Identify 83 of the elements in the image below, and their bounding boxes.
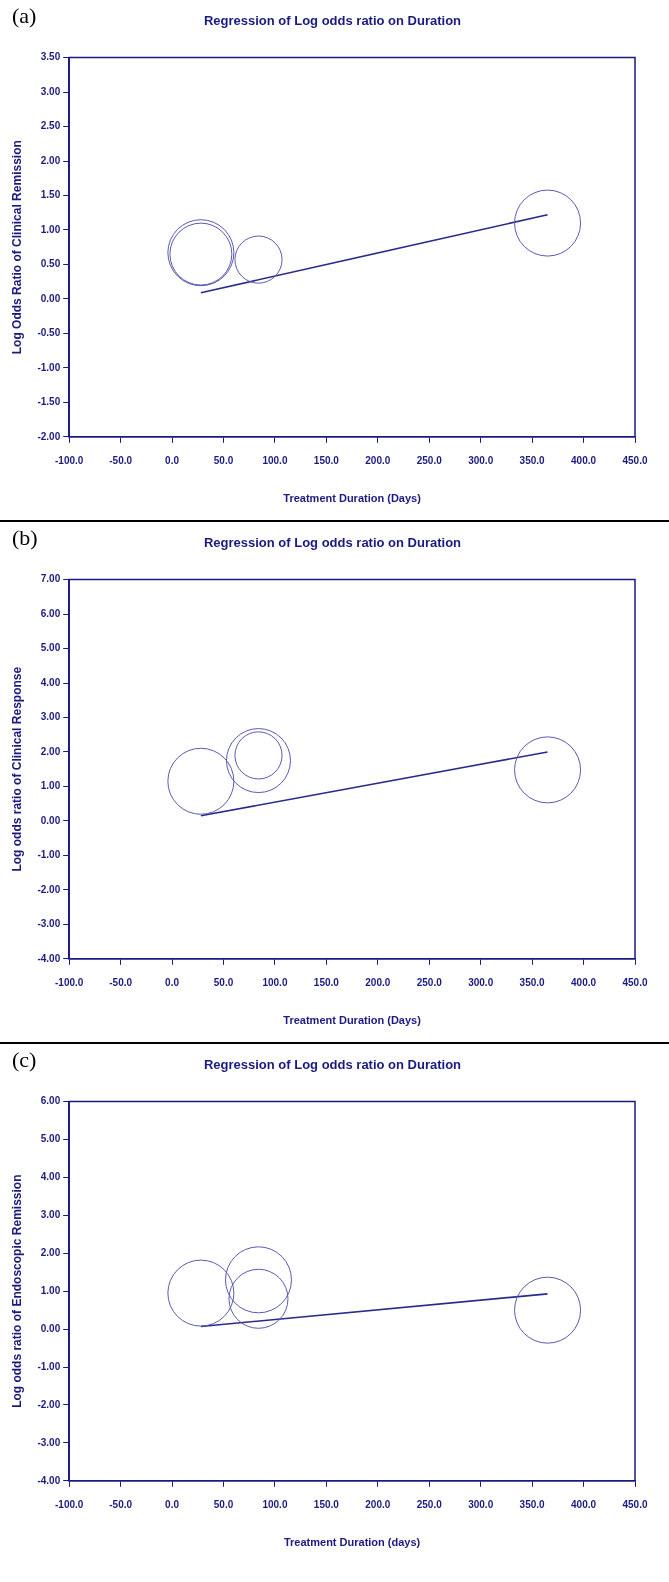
x-tick-label: 350.0 (519, 454, 546, 466)
y-tick-label: 0.00 (40, 814, 61, 826)
y-tick-label: 3.00 (40, 711, 61, 723)
x-tick-label: 300.0 (468, 976, 494, 988)
chart-title: Regression of Log odds ratio on Duration (203, 535, 462, 551)
x-tick-label: 300.0 (468, 454, 494, 466)
y-tick-label: 1.50 (40, 189, 61, 201)
x-tick-label: -50.0 (109, 976, 133, 988)
x-tick-label: 100.0 (262, 976, 288, 988)
x-tick-label: 50.0 (213, 976, 234, 988)
x-tick-label: 200.0 (365, 976, 391, 988)
text: (b) (12, 524, 38, 550)
chart-title: Regression of Log odds ratio on Duration (203, 13, 462, 29)
y-axis-title: Log Odds Ratio of Clinical Remission (9, 140, 24, 355)
x-tick-label: 400.0 (571, 454, 597, 466)
y-tick-label: 4.00 (40, 1171, 61, 1183)
y-tick-label: -1.00 (37, 361, 61, 373)
y-tick-label: 0.00 (40, 292, 61, 304)
x-tick-label: 50.0 (213, 1498, 234, 1510)
y-tick-label: -1.00 (37, 849, 61, 861)
x-tick-label: -100.0 (55, 454, 84, 466)
y-tick-label: -2.00 (37, 883, 61, 895)
x-tick-label: 300.0 (468, 1498, 494, 1510)
y-tick-label: 3.00 (40, 85, 61, 97)
x-tick-label: -100.0 (55, 976, 84, 988)
x-tick-label: 350.0 (519, 976, 546, 988)
y-tick-label: -4.00 (37, 952, 61, 964)
x-tick-label: 100.0 (262, 454, 288, 466)
y-tick-label: -4.00 (37, 1474, 61, 1486)
x-tick-label: 0.0 (165, 454, 180, 466)
x-tick-label: 350.0 (519, 1498, 546, 1510)
y-tick-label: 2.00 (40, 745, 61, 757)
y-tick-label: 0.50 (40, 258, 61, 270)
x-axis-title: Treatment Duration (Days) (283, 1014, 422, 1027)
x-tick-label: 50.0 (213, 454, 234, 466)
x-tick-label: 150.0 (313, 1498, 340, 1510)
y-tick-label: 5.00 (40, 1133, 61, 1145)
y-tick-label: 6.00 (40, 607, 61, 619)
x-tick-label: -50.0 (109, 1498, 133, 1510)
y-tick-label: 4.00 (40, 676, 61, 688)
y-tick-label: 2.00 (40, 154, 61, 166)
text: (c) (12, 1046, 37, 1072)
x-axis-title: Treatment Duration (Days) (283, 492, 422, 505)
y-tick-label: -0.50 (37, 327, 61, 339)
x-tick-label: 250.0 (416, 454, 443, 466)
text: (a) (12, 2, 37, 28)
y-tick-label: -1.50 (37, 396, 61, 408)
x-tick-label: 250.0 (416, 976, 443, 988)
x-tick-label: 200.0 (365, 454, 391, 466)
x-tick-label: 250.0 (416, 1498, 443, 1510)
y-tick-label: 1.00 (40, 223, 61, 235)
y-tick-label: 7.00 (40, 573, 61, 585)
y-tick-label: 0.00 (40, 1322, 61, 1334)
y-tick-label: 3.50 (40, 51, 61, 63)
x-tick-label: -50.0 (109, 454, 133, 466)
y-tick-label: 3.00 (40, 1209, 61, 1221)
x-tick-label: 450.0 (622, 454, 648, 466)
y-tick-label: -3.00 (37, 918, 61, 930)
x-axis-title: Treatment Duration (days) (283, 1536, 421, 1549)
y-tick-label: 2.00 (40, 1247, 61, 1259)
x-tick-label: 150.0 (313, 454, 340, 466)
x-tick-label: 450.0 (622, 976, 648, 988)
x-tick-label: 400.0 (571, 1498, 597, 1510)
x-tick-label: 100.0 (262, 1498, 288, 1510)
x-tick-label: 400.0 (571, 976, 597, 988)
x-tick-label: 0.0 (165, 1498, 180, 1510)
y-tick-label: 5.00 (40, 642, 61, 654)
x-tick-label: 0.0 (165, 976, 180, 988)
y-tick-label: 6.00 (40, 1095, 61, 1107)
y-axis-title: Log odds ratio of Endoscopic Remission (9, 1174, 24, 1408)
y-tick-label: 1.00 (40, 780, 61, 792)
x-tick-label: -100.0 (55, 1498, 84, 1510)
y-tick-label: -2.00 (37, 1398, 61, 1410)
y-tick-label: -1.00 (37, 1360, 61, 1372)
y-tick-label: 2.50 (40, 120, 61, 132)
chart-title: Regression of Log odds ratio on Duration (203, 1057, 462, 1073)
y-axis-title: Log odds ratio of Clinical Response (9, 666, 24, 872)
y-tick-label: 1.00 (40, 1284, 61, 1296)
x-tick-label: 200.0 (365, 1498, 391, 1510)
y-tick-label: -2.00 (37, 430, 61, 442)
y-tick-label: -3.00 (37, 1436, 61, 1448)
x-tick-label: 450.0 (622, 1498, 648, 1510)
x-tick-label: 150.0 (313, 976, 340, 988)
